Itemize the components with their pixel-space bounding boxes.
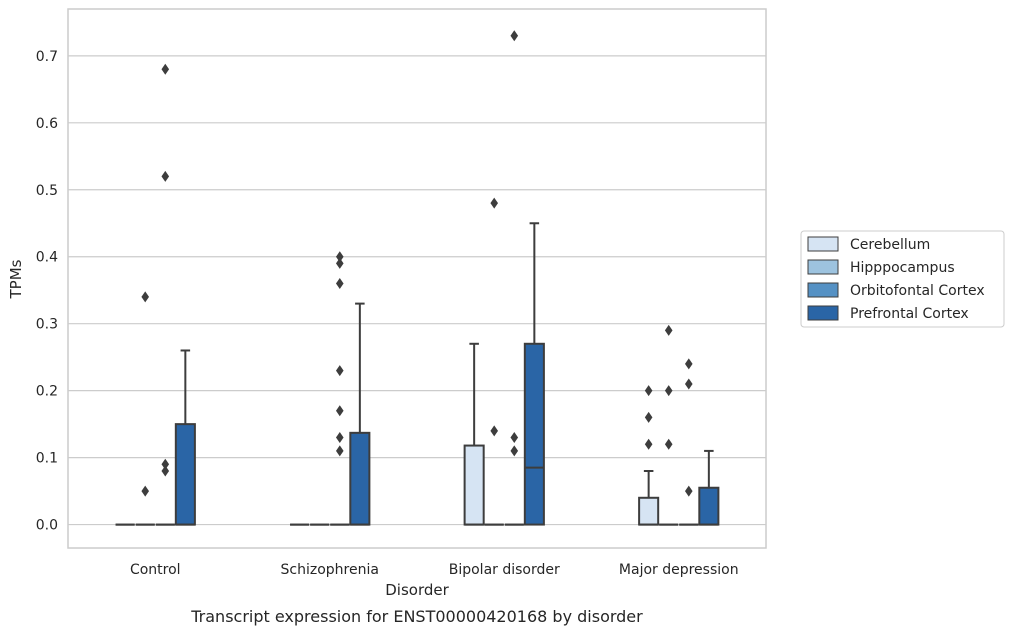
x-axis-label: Disorder [385,581,449,599]
y-tick-labels: 0.0 0.1 0.2 0.3 0.4 0.5 0.6 0.7 [36,49,58,534]
x-tick-label: Major depression [619,562,739,578]
box-body [638,496,660,526]
legend-entries: Cerebellum Hipppocampus Orbitofontal Corte… [807,236,985,322]
outlier-point [335,445,344,457]
x-tick-label: Schizophrenia [281,562,379,578]
outlier-point [490,425,499,437]
y-tick-label: 0.5 [36,183,58,199]
outlier-point [510,432,519,444]
outlier-point [161,170,170,182]
x-tick-label: Control [130,562,181,578]
legend-swatch [807,282,839,298]
outlier-point [644,438,653,450]
x-tick-labels: Control Schizophrenia Bipolar disorder Majo… [130,562,739,578]
outlier-point [335,278,344,290]
box-cerebellum-2 [463,342,485,526]
legend: Cerebellum Hipppocampus Orbitofontal Corte… [800,230,1005,328]
outliers [141,30,693,497]
legend-swatch [807,305,839,321]
outlier-point [644,385,653,397]
outlier-point [161,458,170,470]
legend-label: Cerebellum [850,237,930,253]
outlier-point [141,485,150,497]
legend-label: Prefrontal Cortex [850,306,969,322]
legend-label: Hipppocampus [850,260,955,276]
plot-area [68,9,766,548]
outlier-point [161,63,170,75]
y-tick-label: 0.2 [36,384,58,400]
outlier-point [684,358,693,370]
figure-caption: Transcript expression for ENST0000042016… [190,607,643,626]
box-body [174,423,196,526]
outlier-point [335,251,344,263]
y-tick-label: 0.0 [36,518,58,534]
outlier-point [335,405,344,417]
legend-swatch [807,259,839,275]
outlier-point [684,485,693,497]
outlier-point [335,432,344,444]
legend-label: Orbitofontal Cortex [850,283,985,299]
y-tick-label: 0.1 [36,451,58,467]
box-body [349,431,371,526]
box-prefrontal-cortex-1 [349,302,371,526]
legend-frame [800,230,1005,328]
outlier-point [490,197,499,209]
y-tick-label: 0.3 [36,317,58,333]
box-prefrontal-cortex-0 [174,349,196,526]
outlier-point [664,385,673,397]
y-tick-label: 0.7 [36,49,58,65]
box-body [463,444,485,526]
outlier-point [335,257,344,269]
box-body [698,486,720,526]
outlier-point [510,445,519,457]
outlier-point [141,291,150,303]
outlier-point [161,465,170,477]
y-tick-label: 0.6 [36,116,58,132]
plot-frame [67,8,767,549]
outlier-point [510,30,519,42]
box-cerebellum-3 [638,470,660,526]
box-body [523,342,545,526]
y-tick-label: 0.4 [36,250,58,266]
outlier-point [644,411,653,423]
box-prefrontal-cortex-3 [698,449,720,526]
boxes [115,222,720,526]
box-prefrontal-cortex-2 [523,222,545,526]
outlier-point [664,438,673,450]
y-axis-label: TPMs [7,259,25,299]
x-tick-label: Bipolar disorder [449,562,560,578]
legend-swatch [807,236,839,252]
outlier-point [664,324,673,336]
outlier-point [335,365,344,377]
outlier-point [684,378,693,390]
